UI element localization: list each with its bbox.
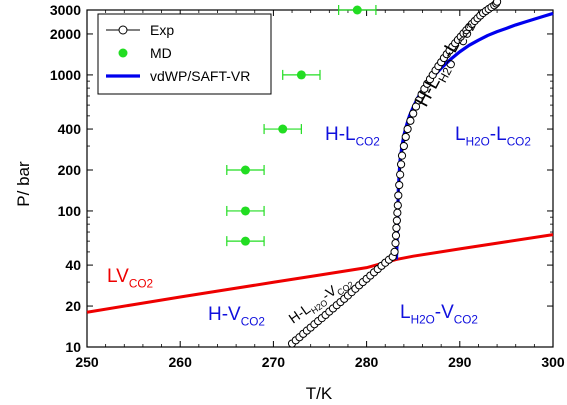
exp-point [394, 191, 403, 200]
exp-point [393, 201, 402, 210]
axis-ticks-group: 250 260 270 280 290 300 10 20 40 100 200 400 1000 200… [50, 2, 565, 370]
md-point [352, 5, 362, 15]
x-tick-label: 250 [75, 354, 99, 370]
exp-point [393, 208, 402, 217]
exp-point [406, 116, 415, 125]
legend-exp-marker [118, 25, 128, 35]
x-tick-label: 260 [169, 354, 193, 370]
plot-frame-group [86, 9, 554, 348]
label-h-lco2: H-LCO2 [325, 124, 380, 148]
label-lh2o-vco2: LH2O-VCO2 [400, 302, 478, 326]
y-tick-label: 3000 [50, 2, 81, 18]
legend-label: vdWP/SAFT-VR [150, 68, 250, 84]
y-tick-label: 1000 [50, 67, 81, 83]
label-lh2o-lco2: LH2O-LCO2 [455, 124, 531, 148]
exp-point [403, 124, 412, 134]
exp-point [396, 160, 406, 169]
legend-label: Exp [150, 22, 174, 38]
x-tick-label: 290 [448, 354, 472, 370]
exp-point [492, 0, 502, 6]
x-tick-label: 300 [541, 354, 565, 370]
x-tick-label: 280 [355, 354, 379, 370]
y-tick-label: 100 [58, 203, 82, 219]
md-point [240, 206, 250, 216]
plot-frame [86, 9, 554, 348]
exp-point [399, 141, 408, 151]
legend: Exp MD vdWP/SAFT-VR [97, 13, 272, 95]
exp-point [390, 247, 399, 257]
y-tick-label: 40 [65, 257, 81, 273]
y-tick-label: 20 [65, 298, 81, 314]
y-tick-label: 2000 [50, 26, 81, 42]
label-h-vco2: H-VCO2 [208, 304, 265, 328]
x-axis-title: T/K [306, 384, 333, 403]
exp-point [395, 180, 404, 190]
lv-co2-boundary-line [86, 233, 554, 314]
exp-point [391, 231, 401, 240]
x-tick-label: 270 [262, 354, 286, 370]
md-point [278, 124, 288, 134]
exp-point [396, 170, 405, 179]
legend-label: MD [150, 45, 172, 61]
y-tick-label: 200 [58, 162, 82, 178]
exp-point [392, 216, 401, 225]
exp-point [391, 239, 400, 248]
label-h-lh2o-lco2: H-LH2O-LCO2 [412, 16, 479, 112]
y-tick-label: 10 [65, 339, 81, 355]
exp-point [392, 223, 401, 233]
exp-point [409, 109, 418, 118]
y-axis-title: P/ bar [14, 161, 33, 207]
data-series-group [86, 0, 554, 348]
legend-md-marker [118, 48, 128, 58]
md-point [296, 70, 306, 80]
md-point [240, 165, 250, 175]
exp-point [401, 132, 410, 142]
exp-point [397, 151, 407, 160]
y-tick-label: 400 [58, 121, 82, 137]
md-point [240, 236, 250, 246]
label-lv-co2: LVCO2 [107, 266, 153, 290]
